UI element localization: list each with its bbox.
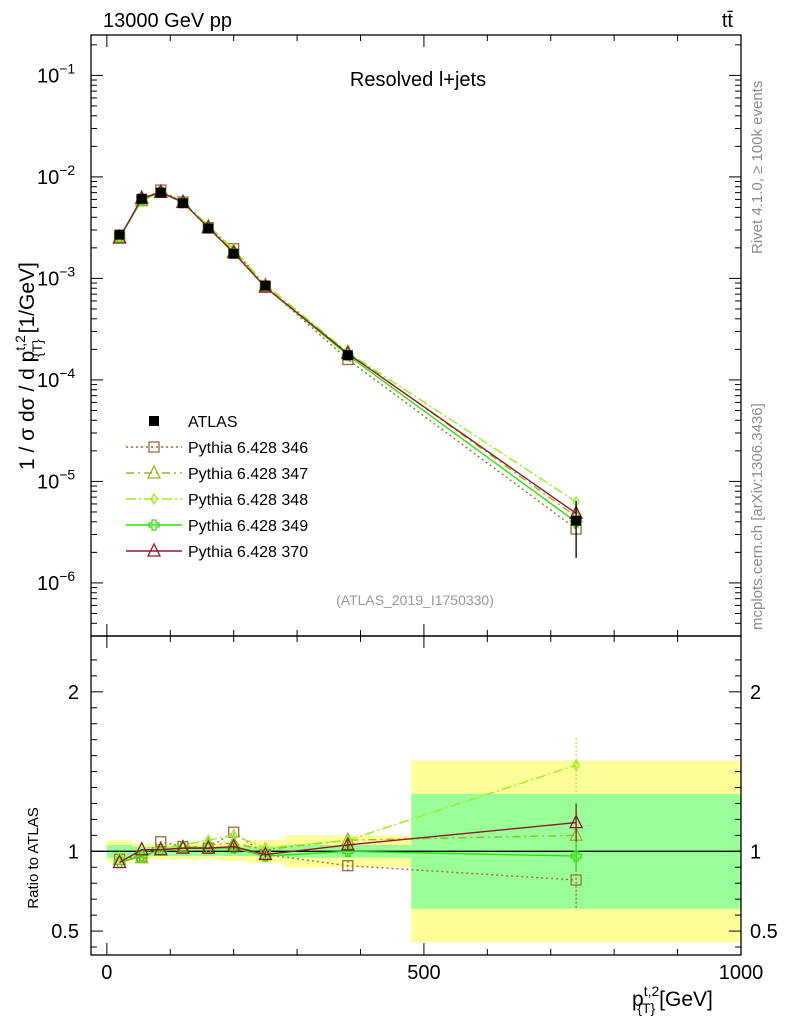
ratio-tick-label-left-2: 2 xyxy=(68,682,79,704)
ratio-tick-label-right-1: 1 xyxy=(750,841,761,863)
ratio-point-0-7 xyxy=(342,860,354,872)
ratio-point-3-5 xyxy=(228,842,240,854)
y-tick-label-1: 10−5 xyxy=(37,466,75,493)
x-axis-label-unit: [GeV] xyxy=(659,988,713,1011)
legend-marker-4 xyxy=(148,519,160,531)
data-point-3 xyxy=(177,198,188,209)
plot-title: Resolved l+jets xyxy=(350,69,486,91)
x-axis-label-main: p xyxy=(632,988,644,1011)
y-tick-label-0: 10−6 xyxy=(37,568,75,595)
y-tick-label-2: 10−4 xyxy=(37,365,75,392)
mcplots-label: mcplots.cern.ch [arXiv:1306.3436] xyxy=(749,403,766,630)
y-tick-label-5: 10−1 xyxy=(37,60,75,87)
y-axis-label-unit: [1/GeV] xyxy=(16,262,39,339)
legend-label-0: ATLAS xyxy=(188,414,238,431)
legend-entry-4: Pythia 6.428 349 xyxy=(126,518,308,535)
legend-marker-2 xyxy=(146,464,162,479)
ratio-point-4-7 xyxy=(340,836,355,851)
main-panel xyxy=(112,183,584,558)
legend-label-4: Pythia 6.428 349 xyxy=(188,518,308,535)
data-point-0 xyxy=(114,229,125,240)
ratio-point-0-2 xyxy=(155,836,167,848)
legend-entry-0: ATLAS xyxy=(149,414,238,431)
ratio-tick-label-right-2: 2 xyxy=(750,682,761,704)
y-axis-label-main: 1 / σ dσ / d p xyxy=(16,351,39,470)
data-point-5 xyxy=(228,248,239,259)
ratio-tick-label-left-1: 1 xyxy=(68,841,79,863)
y-axis-label: 1 / σ dσ / d pt,2{T} [1/GeV] xyxy=(12,262,45,470)
data-point-2 xyxy=(155,187,166,198)
legend: ATLAS Pythia 6.428 346 Pythia 6.428 347 Pyt… xyxy=(126,414,308,561)
y-tick-label-3: 10−3 xyxy=(37,263,75,290)
y-axis-label-sub: {T} xyxy=(29,339,45,357)
legend-entry-5: Pythia 6.428 370 xyxy=(126,542,308,561)
ratio-point-1-4 xyxy=(201,836,216,851)
ratio-point-2-0 xyxy=(115,851,124,864)
x-axis-label-sub: {T} xyxy=(637,1000,655,1016)
ratio-tick-label-left-0: 0.5 xyxy=(51,921,79,943)
ratio-point-4-0 xyxy=(112,854,127,869)
ratio-point-4-1 xyxy=(134,841,149,856)
ratio-point-0-8 xyxy=(570,874,582,886)
x-tick-label-2: 1000 xyxy=(719,962,764,984)
data-point-1 xyxy=(136,193,147,204)
y-axis-label-sup: t,2 xyxy=(12,335,28,351)
legend-entry-2: Pythia 6.428 347 xyxy=(126,464,308,483)
legend-label-2: Pythia 6.428 347 xyxy=(188,466,308,483)
data-point-4 xyxy=(203,223,214,234)
ratio-point-4-2 xyxy=(153,841,168,856)
ratio-panel xyxy=(91,738,741,943)
data-point-6 xyxy=(260,280,271,291)
ratio-point-4-8 xyxy=(569,814,584,829)
legend-marker-3 xyxy=(150,492,158,506)
analysis-tag: (ATLAS_2019_I1750330) xyxy=(336,592,494,608)
legend-marker-0 xyxy=(149,416,159,426)
ratio-point-2-8 xyxy=(572,758,580,772)
x-axis-label: pt,2 {T} [GeV] xyxy=(632,983,713,1016)
ratio-point-4-6 xyxy=(258,846,273,861)
ratio-series-4 xyxy=(112,803,584,869)
data-series xyxy=(114,187,582,558)
ratio-point-3-8 xyxy=(570,850,582,862)
legend-entry-3: Pythia 6.428 348 xyxy=(126,492,308,509)
legend-entry-1: Pythia 6.428 346 xyxy=(126,440,308,457)
ratio-point-4-3 xyxy=(175,839,191,854)
ratio-point-4-4 xyxy=(201,839,216,854)
ratio-point-4-5 xyxy=(226,838,241,853)
x-tick-label-0: 0 xyxy=(101,962,112,984)
legend-label-1: Pythia 6.428 346 xyxy=(188,440,308,457)
legend-label-5: Pythia 6.428 370 xyxy=(188,544,308,561)
ratio-y-axis-label: Ratio to ATLAS xyxy=(25,807,42,908)
collision-energy-label: 13000 GeV pp xyxy=(103,10,232,32)
ratio-series-line-0 xyxy=(119,831,577,881)
legend-marker-1 xyxy=(148,441,160,453)
axes-layer: 0 500 1000 10−6 10−5 10−4 10−3 10−2 10−1 0.5 0.5 1 1… xyxy=(37,34,778,984)
ratio-frame xyxy=(90,635,742,956)
legend-label-3: Pythia 6.428 348 xyxy=(188,492,308,509)
legend-marker-5 xyxy=(146,542,162,557)
process-label: tt̄ xyxy=(722,10,734,32)
ratio-point-2-4 xyxy=(204,833,213,847)
y-tick-label-4: 10−2 xyxy=(37,162,75,189)
data-point-7 xyxy=(342,350,353,361)
x-tick-label-1: 500 xyxy=(407,962,440,984)
ratio-tick-label-right-0: 0.5 xyxy=(750,921,778,943)
ratio-series-line-4 xyxy=(119,821,577,864)
data-point-8 xyxy=(571,515,582,526)
x-axis-label-sup: t,2 xyxy=(644,983,660,999)
rivet-version-label: Rivet 4.1.0, ≥ 100k events xyxy=(749,81,766,254)
